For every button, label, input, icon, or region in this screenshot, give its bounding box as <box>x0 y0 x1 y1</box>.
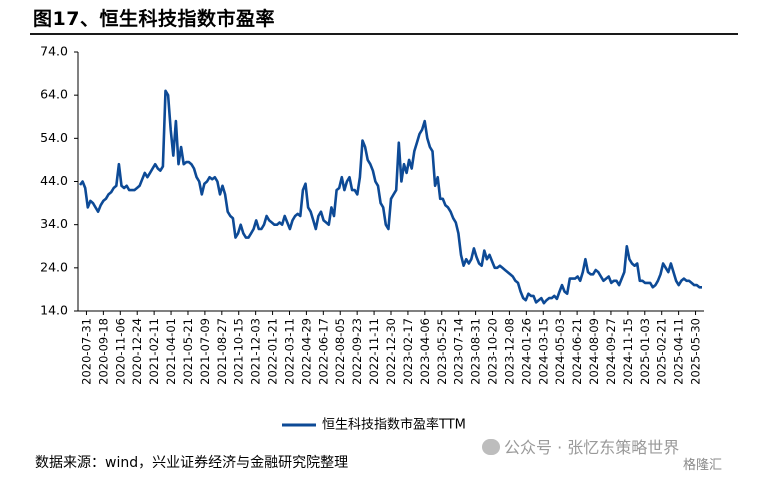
y-tick-label: 74.0 <box>40 44 68 59</box>
x-tick-label: 2024-09-27 <box>604 318 618 385</box>
x-tick-label: 2024-06-21 <box>570 318 584 385</box>
corner-logo: 格隆汇 <box>683 458 723 473</box>
x-tick-label: 2022-06-17 <box>316 318 330 385</box>
source-note: 数据来源：wind，兴业证券经济与金融研究院整理 <box>35 455 349 471</box>
x-tick-label: 2022-04-29 <box>299 318 313 385</box>
x-tick-label: 2023-12-08 <box>502 318 516 385</box>
x-tick-label: 2024-03-15 <box>536 318 550 385</box>
x-tick-label: 2022-09-23 <box>350 318 364 385</box>
y-tick-label: 24.0 <box>40 259 68 274</box>
x-tick-label: 2022-11-11 <box>367 318 381 385</box>
x-tick-label: 2023-07-14 <box>452 318 466 385</box>
x-tick-label: 2022-08-05 <box>333 318 347 385</box>
x-tick-label: 2020-09-18 <box>96 318 110 385</box>
x-axis-ticks: 2020-07-31 2020-09-18 2020-11-06 2020-12-24… <box>79 311 703 385</box>
x-tick-label: 2023-04-06 <box>418 318 432 385</box>
x-tick-label: 2024-11-15 <box>621 318 635 385</box>
x-tick-label: 2022-01-21 <box>266 318 280 385</box>
x-tick-label: 2025-02-21 <box>655 318 669 385</box>
x-tick-label: 2020-11-06 <box>113 318 127 385</box>
x-tick-label: 2021-12-03 <box>249 318 263 385</box>
x-tick-label: 2025-04-11 <box>672 318 686 385</box>
x-tick-label: 2021-02-11 <box>147 318 161 385</box>
x-tick-label: 2022-03-11 <box>282 318 296 385</box>
x-tick-label: 2021-04-01 <box>164 318 178 385</box>
series-line-pe-ttm <box>78 89 702 305</box>
figure-title: 图17、恒生科技指数市盈率 <box>33 8 275 30</box>
x-tick-label: 2020-07-31 <box>79 318 93 385</box>
x-tick-label: 2021-08-27 <box>215 318 229 385</box>
x-tick-label: 2021-10-15 <box>232 318 246 385</box>
y-tick-label: 44.0 <box>40 173 68 188</box>
x-tick-label: 2021-05-21 <box>181 318 195 385</box>
x-tick-label: 2025-01-03 <box>638 318 652 385</box>
wechat-icon <box>482 439 500 455</box>
watermark-text: 公众号 · 张忆东策略世界 <box>504 438 680 457</box>
x-tick-label: 2024-01-26 <box>519 318 533 385</box>
title-divider <box>30 33 738 35</box>
y-tick-label: 34.0 <box>40 216 68 231</box>
y-tick-label: 54.0 <box>40 130 68 145</box>
legend: 恒生科技指数市盈率TTM <box>282 417 466 433</box>
x-tick-label: 2021-07-09 <box>198 318 212 385</box>
x-tick-label: 2024-08-09 <box>587 318 601 385</box>
x-tick-label: 2022-12-30 <box>384 318 398 385</box>
x-tick-label: 2025-05-30 <box>689 318 703 385</box>
x-tick-label: 2023-02-17 <box>401 318 415 385</box>
watermark: 公众号 · 张忆东策略世界 <box>482 434 679 458</box>
x-tick-label: 2023-05-25 <box>435 318 449 385</box>
x-tick-label: 2023-08-31 <box>469 318 483 385</box>
x-tick-label: 2023-10-20 <box>486 318 500 385</box>
x-tick-label: 2020-12-24 <box>130 318 144 385</box>
y-tick-label: 14.0 <box>40 303 68 318</box>
y-tick-label: 64.0 <box>40 87 68 102</box>
x-tick-label: 2024-05-03 <box>553 318 567 385</box>
legend-label: 恒生科技指数市盈率TTM <box>322 417 466 433</box>
y-axis-ticks: 14.0 24.0 34.0 44.0 54.0 64.0 74.0 <box>40 44 78 318</box>
